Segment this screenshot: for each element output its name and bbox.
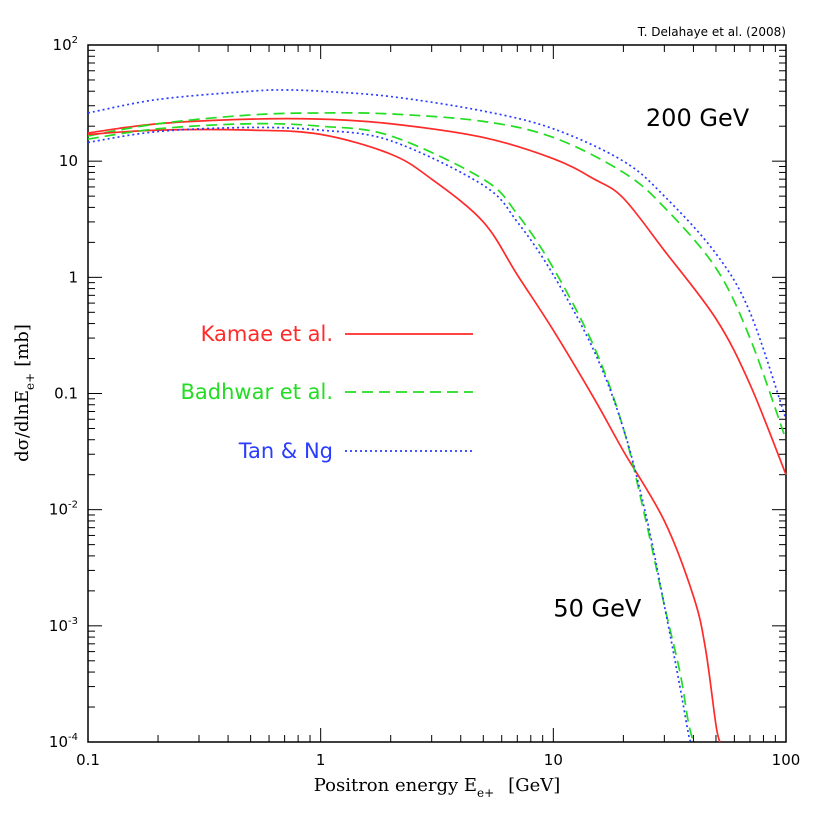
y-axis-label-main: dσ/dlnE	[12, 390, 33, 462]
y-tick-label-exponent: -4	[68, 732, 78, 743]
y-axis-label-sub: e+	[23, 373, 37, 390]
x-tick-label: 0.1	[76, 751, 100, 769]
y-tick-label: 0.1	[54, 385, 78, 403]
series-line-tan-ng-50-gev	[87, 126, 692, 743]
series-line-kamae-et-al-50-gev	[87, 128, 721, 743]
y-tick-label: 10-3	[49, 616, 78, 635]
x-tick-label: 10	[544, 751, 563, 769]
y-tick-label-base: 10	[53, 36, 72, 54]
series-line-badhwar-et-al-200-gev	[87, 111, 787, 441]
x-tick-label: 1	[316, 751, 326, 769]
series-line-badhwar-et-al-50-gev	[87, 122, 695, 743]
axis-ticks	[87, 44, 787, 743]
y-tick-label-exponent: 2	[72, 35, 78, 46]
y-tick-label-base: 0.1	[54, 385, 78, 403]
x-axis-label-main: Positron energy E	[314, 775, 477, 796]
series-line-tan-ng-200-gev	[87, 89, 787, 420]
y-tick-label-base: 10	[49, 501, 68, 519]
y-axis-label: dσ/dlnEe+ [mb]	[12, 324, 37, 462]
y-tick-label: 102	[53, 35, 78, 54]
y-tick-label-base: 10	[59, 152, 78, 170]
legend-label: Kamae et al.	[201, 322, 333, 346]
legend-label: Badhwar et al.	[181, 380, 333, 404]
y-tick-label: 10-2	[49, 500, 78, 519]
legend: Kamae et al. Badhwar et al. Tan & Ng	[181, 322, 473, 463]
x-axis-label: Positron energy Ee+ [GeV]	[314, 775, 561, 800]
credit-text: T. Delahaye et al. (2008)	[637, 25, 786, 39]
y-tick-label: 1	[68, 268, 78, 286]
y-tick-label-exponent: -3	[68, 616, 78, 627]
annotation-text: 50 GeV	[553, 595, 642, 623]
y-tick-label-exponent: -2	[68, 500, 78, 511]
y-tick-label: 10	[59, 152, 78, 170]
annotations: 200 GeV 50 GeV	[553, 104, 749, 622]
legend-label: Tan & Ng	[238, 439, 333, 463]
y-tick-label-base: 10	[49, 733, 68, 751]
series-layer	[87, 89, 787, 743]
series-line-kamae-et-al-200-gev	[87, 117, 787, 476]
y-tick-label-base: 1	[68, 268, 78, 286]
x-axis-label-unit: [GeV]	[508, 775, 560, 796]
annotation-text: 200 GeV	[646, 104, 750, 132]
x-tick-label: 100	[772, 751, 801, 769]
x-axis-label-sub: e+	[477, 786, 494, 800]
y-tick-label-base: 10	[49, 617, 68, 635]
y-tick-label: 10-4	[49, 732, 78, 751]
y-axis-label-unit: [mb]	[12, 324, 33, 367]
